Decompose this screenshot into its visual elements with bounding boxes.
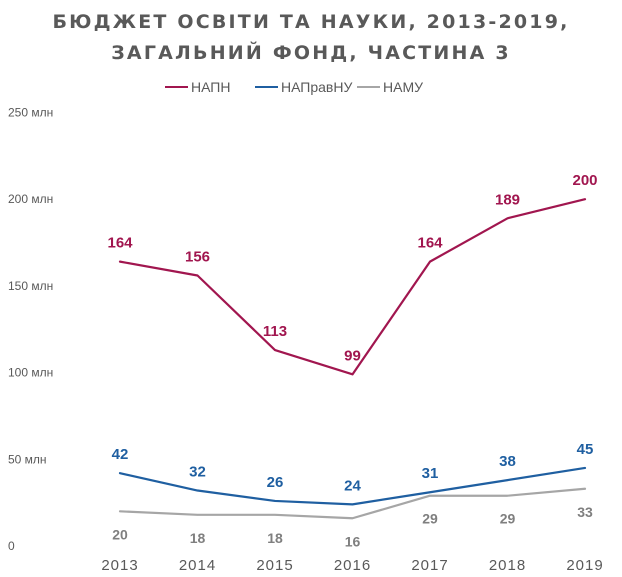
x-tick-label-2016: 2016 xyxy=(334,557,371,574)
y-tick-label-250-млн: 250 млн xyxy=(8,106,53,120)
data-label-наму-2015: 18 xyxy=(267,530,283,546)
series-line-напн xyxy=(118,198,587,376)
data-label-направну-2013: 42 xyxy=(112,446,129,463)
series-line-наму xyxy=(118,487,587,520)
data-label-напн-2014: 156 xyxy=(185,248,210,265)
data-label-направну-2018: 38 xyxy=(499,453,516,470)
data-label-напн-2013: 164 xyxy=(107,235,133,252)
x-tick-label-2018: 2018 xyxy=(489,557,526,574)
legend-label-напн: НАПН xyxy=(191,79,230,95)
data-label-напн-2018: 189 xyxy=(495,191,520,208)
data-label-напн-2016: 99 xyxy=(344,347,361,364)
y-tick-label-0: 0 xyxy=(8,539,15,553)
data-label-наму-2014: 18 xyxy=(190,530,206,546)
data-label-наму-2016: 16 xyxy=(345,533,361,549)
legend-label-наму: НАМУ xyxy=(383,79,423,95)
data-label-напн-2017: 164 xyxy=(417,235,443,252)
y-axis: 0 50 млн 100 млн 150 млн 200 млн 250 млн xyxy=(8,106,53,554)
data-label-направну-2019: 45 xyxy=(577,441,594,458)
data-label-наму-2013: 20 xyxy=(112,526,128,542)
y-tick-label-200-млн: 200 млн xyxy=(8,192,53,206)
data-label-напн-2015: 113 xyxy=(263,323,287,340)
x-tick-label-2019: 2019 xyxy=(566,557,603,574)
data-label-наму-2019: 33 xyxy=(577,504,593,520)
chart-title-line-1: БЮДЖЕТ ОСВІТИ ТА НАУКИ, 2013-2019, xyxy=(52,11,570,33)
data-label-направну-2014: 32 xyxy=(189,464,206,481)
x-tick-label-2014: 2014 xyxy=(179,557,216,574)
y-tick-label-100-млн: 100 млн xyxy=(8,366,53,380)
x-tick-label-2015: 2015 xyxy=(256,557,293,574)
data-label-направну-2016: 24 xyxy=(344,477,361,494)
x-axis: 2013 2014 2015 2016 2017 2018 2019 xyxy=(101,557,603,574)
chart-title-line-2: ЗАГАЛЬНИЙ ФОНД, ЧАСТИНА 3 xyxy=(111,42,511,64)
x-tick-label-2013: 2013 xyxy=(101,557,138,574)
legend: НАПН НАПравНУ НАМУ xyxy=(165,79,423,95)
data-label-направну-2015: 26 xyxy=(267,474,284,491)
data-label-наму-2018: 29 xyxy=(500,511,516,527)
y-tick-label-150-млн: 150 млн xyxy=(8,279,53,293)
x-tick-label-2017: 2017 xyxy=(411,557,448,574)
series-line-направну xyxy=(118,466,587,506)
data-label-наму-2017: 29 xyxy=(422,511,438,527)
series-layer: 164 156 113 99 164 189 200 42 32 26 24 31 38 45 20 18 18… xyxy=(107,172,597,549)
data-label-напн-2019: 200 xyxy=(572,172,597,189)
legend-label-направну: НАПравНУ xyxy=(281,79,352,95)
y-tick-label-50-млн: 50 млн xyxy=(8,452,47,466)
data-label-направну-2017: 31 xyxy=(422,465,439,482)
